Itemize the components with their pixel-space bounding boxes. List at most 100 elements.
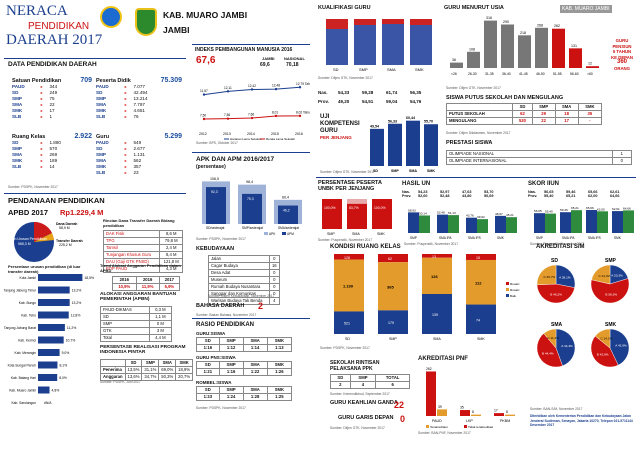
- table-row: Anggaran 13,6% 34,7% 50,3% 20,7%: [100, 373, 194, 381]
- ipm-point: [298, 86, 302, 89]
- table-header: SD: [196, 337, 220, 345]
- kondisi-bar-baik: [334, 311, 364, 334]
- list-item: SMP ► 75: [12, 96, 92, 102]
- table-header: SMP: [349, 374, 377, 382]
- data-pendidikan-title: DATA PENDIDIKAN DAERAH: [8, 61, 97, 68]
- table-row: Penerima 13,5% 31,1% 69,0% 18,9%: [100, 366, 194, 374]
- score-value: 47,63: [462, 190, 472, 194]
- score-bar-2016: [408, 212, 419, 233]
- pct-bar: [38, 324, 65, 331]
- ipm-point: [202, 93, 206, 96]
- legend-swatch: [264, 232, 268, 235]
- score-value: 50,69: [484, 194, 494, 198]
- ruang-label: Ruang Kelas: [12, 133, 46, 140]
- table-cell: 1:25: [266, 393, 293, 401]
- list-item: SMA ► 269: [12, 152, 92, 158]
- table-cell: 18,9%: [175, 366, 194, 374]
- table-row: OLIMPIADE INTERNASIONAL 0: [446, 157, 633, 165]
- usia-bar: [535, 27, 548, 68]
- legend-swatch: [506, 282, 509, 285]
- arrow-icon: ►: [40, 153, 44, 157]
- kualifikasi-cat: SMK: [415, 67, 424, 72]
- table-cell: 1:13: [266, 344, 293, 352]
- ipm-point-label: 7,56: [224, 113, 230, 117]
- list-item-label: SLB: [96, 170, 106, 175]
- source-note: Sumber: BAN-PNF, November 2017: [418, 431, 471, 435]
- table-row: Museum 0: [208, 276, 281, 284]
- bar-label: Kab. Kerinci: [18, 339, 36, 343]
- usia-category: 51-55: [553, 72, 562, 76]
- apm-bar: [242, 193, 262, 224]
- source-note: Sumber: Ditjen GTK, November 2017: [330, 426, 385, 430]
- table-header-row: SD SMP SMA SMK: [196, 386, 293, 394]
- title-line2: PENDIDIKAN: [28, 21, 90, 32]
- table-header: SMK: [577, 103, 603, 111]
- table-cell: 0 M: [148, 320, 173, 328]
- ipm-nas-val: 70,18: [286, 62, 299, 68]
- list-item-label: SD: [12, 140, 19, 145]
- peserta-list: PAUD ► 7.077 SD ► 42.494 SMP ► 13.214 SMA ► 7.797 SM…: [96, 84, 182, 120]
- table-cell: 0: [268, 276, 281, 284]
- rasio-guru-label: GURU:SISWA: [196, 331, 226, 336]
- apk-value: 106,5: [210, 177, 219, 181]
- title-line3: DAERAH 2017: [6, 32, 103, 48]
- alokasi-title: ALOKASI ANGGARAN BANTUAN PEMERINTAH (APB…: [100, 292, 177, 302]
- list-item-value: 2.677: [133, 146, 145, 151]
- divider: [192, 152, 310, 153]
- score-value: 65,66: [588, 190, 598, 194]
- kondisi-category: SMP: [389, 337, 397, 341]
- divider: [4, 58, 186, 59]
- kualifikasi-bar: [326, 19, 348, 65]
- unbk-chart: 100,0% SMP 83,7% SMA 100,0% SMK: [322, 199, 392, 236]
- score-bar-2016: [534, 213, 545, 233]
- peserta-block: Peserta Didik 75.309 PAUD ► 7.077 SD ► 42.494 S…: [96, 77, 182, 120]
- un-nas-label: Nas.: [318, 90, 328, 95]
- kondisi-bar-baik: [378, 310, 408, 334]
- table-row: 1:16 1:12 1:14 1:13: [196, 344, 293, 352]
- list-item: SMA ► 22: [12, 102, 92, 108]
- bar-label: Kab. Batang Hari: [11, 376, 36, 380]
- table-cell: BOP PAUD: [102, 265, 161, 273]
- usia-category: >60: [587, 72, 593, 76]
- usia-bar: [518, 35, 531, 68]
- unbk-bar: [347, 203, 367, 229]
- list-item: SLB ► 1: [12, 114, 92, 120]
- pnf-value: 8: [506, 410, 508, 414]
- score-bar-2016: [495, 215, 506, 233]
- pie-label: C 25,7%: [543, 275, 555, 279]
- pie-label: B 44,4%: [542, 351, 554, 355]
- unbk-value: 100,0%: [324, 206, 336, 210]
- list-item-value: 75: [49, 96, 55, 101]
- table-cell: 1:12: [218, 344, 244, 352]
- table-header: SD: [512, 103, 533, 111]
- ruang-total: 2.922: [74, 133, 92, 140]
- list-item-label: PAUD: [96, 84, 109, 89]
- table-cell: 1: [611, 150, 633, 158]
- table-row: Tamsil 2,4 M: [102, 244, 183, 252]
- pie-slice: [590, 278, 630, 304]
- table-cell: OLIMPIADE NASIONAL: [446, 150, 613, 158]
- table-header: SD: [196, 361, 220, 369]
- arrow-icon: ►: [40, 141, 44, 145]
- pie-label: A 42,9%: [615, 344, 627, 348]
- score-value: 52,97: [440, 190, 450, 194]
- hasil-numbers: Nas. 54,23 52,97 47,63 53,70 Prov. 52,60 52,48 4…: [402, 190, 524, 198]
- table-cell: 62: [512, 110, 533, 118]
- score-value: 56,65: [544, 190, 554, 194]
- pie-label-transfer-val: 225,2 M: [59, 243, 72, 247]
- kondisi-value: 139: [432, 313, 438, 317]
- table-cell: 3 M: [148, 327, 173, 335]
- arrow-icon: ►: [124, 147, 128, 151]
- ruang-list: SD ► 1.880 SMP ► 570 SMA ► 269 SMK ► 189 SLB ► 14: [12, 140, 92, 170]
- kondisi-bar-baik: [422, 294, 452, 334]
- table-cell: OLIMPIADE INTERNASIONAL: [446, 157, 613, 165]
- pendanaan-title: PENDANAAN PENDIDIKAN: [8, 196, 105, 205]
- source-note: Sumber: Ditjen Dikdasmen, November 2017: [446, 131, 511, 135]
- pie-slice: [590, 335, 619, 368]
- table-cell: 1:21: [196, 368, 220, 376]
- garis-title: GURU GARIS DEPAN: [338, 415, 394, 421]
- table-header-row: SD SMP SMA SMK: [445, 103, 603, 111]
- legend-label: Tidak terakreditasi: [468, 425, 493, 429]
- table-cell: 2,4 M: [159, 244, 183, 252]
